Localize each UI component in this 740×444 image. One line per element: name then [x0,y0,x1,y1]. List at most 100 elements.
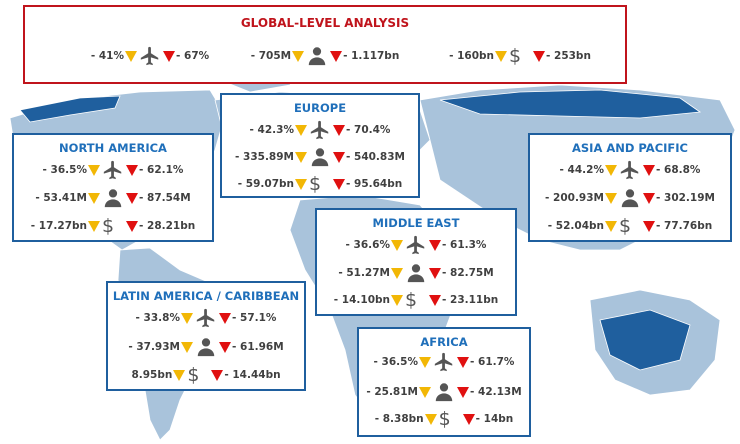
flights-upper-value: - 61.7% [470,356,515,368]
person-icon [405,262,427,284]
passengers-upper-value: - 82.75M [442,267,494,279]
passengers-lower-value: - 200.93M [545,192,604,204]
flights-row: - 36.6% - 61.3% [317,234,515,256]
latin-america-panel: LATIN AMERICA / CARIBBEAN - 33.8% - 57.1… [106,281,306,391]
passengers-lower-value: - 37.93M [128,341,180,353]
red-triangle-icon [462,413,475,425]
yellow-triangle-icon [424,413,437,425]
flights-upper-value: - 70.4% [346,124,391,136]
dollar-icon: $ [405,289,418,311]
passengers-upper-value: - 61.96M [232,341,284,353]
passengers-lower-value: - 53.41M [35,192,87,204]
region-title: EUROPE [293,101,347,115]
yellow-triangle-icon [88,220,100,232]
yellow-triangle-icon [88,164,100,176]
yellow-triangle-icon [181,341,193,353]
australia-region-dark [599,309,691,371]
passengers-lower-value: - 705M [250,50,292,62]
passengers-upper-value: - 540.83M [346,151,405,163]
north-america-panel: NORTH AMERICA - 36.5% - 62.1% - 53.41M -… [12,133,214,242]
region-title: MIDDLE EAST [372,216,460,230]
passengers-lower-value: - 25.81M [366,386,418,398]
yellow-triangle-icon [605,220,617,232]
passengers-upper-value: - 1.117bn [343,50,400,62]
passengers-row: - 53.41M - 87.54M [14,187,212,209]
passengers-row: - 335.89M - 540.83M [222,146,418,168]
passengers-row: - 200.93M - 302.19M [530,187,730,209]
dollar-icon: $ [619,215,632,237]
revenue-row: 8.95bn $ - 14.44bn [108,364,304,386]
revenue-lower-value: - 52.04bn [547,220,604,232]
yellow-triangle-icon [295,151,307,163]
dollar-icon: $ [509,45,522,67]
yellow-triangle-icon [125,50,137,62]
flights-row: - 44.2% - 68.8% [530,159,730,181]
yellow-triangle-icon [419,356,431,368]
region-title: ASIA AND PACIFIC [571,141,688,155]
africa-panel: AFRICA - 36.5% - 61.7% - 25.81M - 42.13M… [357,327,531,437]
red-triangle-icon [429,294,441,306]
flights-upper-value: - 62.1% [139,164,184,176]
passengers-row: - 25.81M - 42.13M [359,381,529,403]
europe-panel: EUROPE - 42.3% - 70.4% - 335.89M - 540.8… [220,93,420,198]
flights-row: - 33.8% - 57.1% [108,307,304,329]
passengers-lower-value: - 51.27M [338,267,390,279]
flights-lower-value: - 33.8% [135,312,180,324]
red-triangle-icon [533,50,545,62]
yellow-triangle-icon [605,192,617,204]
person-icon [619,187,641,209]
global-revenue-row: - 160bn $ - 253bn [435,45,605,67]
red-triangle-icon [457,356,469,368]
person-icon [102,187,124,209]
revenue-upper-value: - 253bn [546,50,591,62]
middle-east-panel: MIDDLE EAST - 36.6% - 61.3% - 51.27M - 8… [315,208,517,316]
red-triangle-icon [219,341,231,353]
revenue-lower-value: - 14.10bn [333,294,390,306]
flights-row: - 36.5% - 62.1% [14,159,212,181]
revenue-upper-value: - 95.64bn [346,178,403,190]
revenue-row: - 17.27bn $ - 28.21bn [14,215,212,237]
passengers-upper-value: - 302.19M [656,192,715,204]
revenue-lower-value: - 160bn [449,50,494,62]
flights-upper-value: - 68.8% [656,164,701,176]
global-passengers-row: - 705M - 1.117bn [240,45,410,67]
flights-upper-value: - 57.1% [232,312,277,324]
revenue-upper-value: - 14.44bn [224,369,281,381]
person-icon [309,146,331,168]
red-triangle-icon [333,151,345,163]
red-triangle-icon [333,178,345,190]
global-flights-row: - 41% - 67% [65,45,235,67]
red-triangle-icon [429,239,441,251]
red-triangle-icon [211,369,224,381]
region-title: LATIN AMERICA / CARIBBEAN [112,289,300,303]
flights-row: - 42.3% - 70.4% [222,119,418,141]
region-title: AFRICA [420,335,468,349]
yellow-triangle-icon [391,294,403,306]
revenue-lower-value: - 17.27bn [30,220,87,232]
airplane-icon [139,45,161,67]
flights-row: - 36.5% - 61.7% [359,351,529,373]
yellow-triangle-icon [605,164,617,176]
revenue-row: - 8.38bn $ - 14bn [359,408,529,430]
red-triangle-icon [330,50,343,62]
passengers-upper-value: - 87.54M [139,192,191,204]
passengers-upper-value: - 42.13M [470,386,522,398]
revenue-upper-value: - 14bn [475,413,514,425]
flights-lower-value: - 36.6% [345,239,390,251]
yellow-triangle-icon [292,50,305,62]
passengers-row: - 51.27M - 82.75M [317,262,515,284]
yellow-triangle-icon [391,267,403,279]
yellow-triangle-icon [295,124,307,136]
red-triangle-icon [429,267,441,279]
red-triangle-icon [163,50,175,62]
revenue-lower-value: - 59.07bn [237,178,294,190]
yellow-triangle-icon [495,50,507,62]
passengers-lower-value: - 335.89M [235,151,294,163]
revenue-row: - 59.07bn $ - 95.64bn [222,173,418,195]
red-triangle-icon [457,386,469,398]
dollar-icon: $ [438,408,451,430]
asia-pacific-panel: ASIA AND PACIFIC - 44.2% - 68.8% - 200.9… [528,133,732,242]
revenue-row: - 52.04bn $ - 77.76bn [530,215,730,237]
revenue-row: - 14.10bn $ - 23.11bn [317,289,515,311]
revenue-upper-value: - 77.76bn [656,220,713,232]
